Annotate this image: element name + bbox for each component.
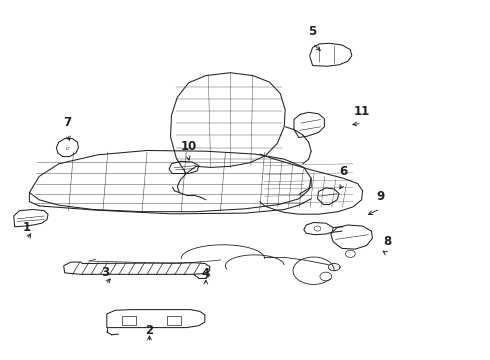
Text: 1: 1 [23,221,31,234]
Text: 8: 8 [383,235,391,248]
Text: 5: 5 [309,25,317,38]
Text: 7: 7 [64,116,72,129]
Text: 4: 4 [202,267,210,280]
Text: 9: 9 [376,190,384,203]
Text: 2: 2 [146,324,153,337]
Text: 10: 10 [180,140,197,153]
Text: 3: 3 [101,266,109,279]
Text: 11: 11 [353,105,370,118]
Text: 6: 6 [339,165,347,178]
Text: c: c [66,146,70,151]
